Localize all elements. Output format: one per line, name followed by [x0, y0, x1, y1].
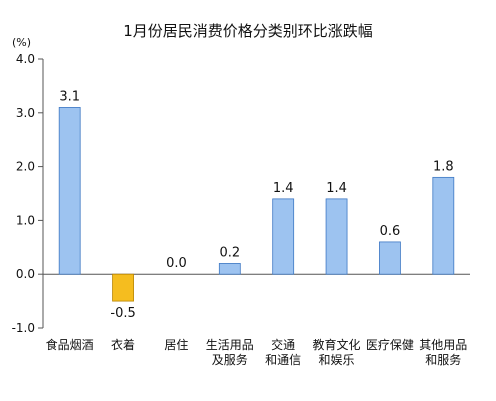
- data-label: 3.1: [59, 89, 80, 104]
- data-label: 0.0: [166, 256, 187, 271]
- chart-title: 1月份居民消费价格分类别环比涨跌幅: [123, 22, 373, 40]
- axes: 4.0 3.0 2.0 1.0 0.0 -1.0: [12, 52, 470, 335]
- bar: [58, 107, 81, 275]
- bar: [379, 241, 401, 275]
- data-label: 0.6: [380, 224, 401, 239]
- data-label: 0.2: [219, 245, 240, 260]
- x-category-label: 交通: [271, 337, 295, 352]
- bar: [325, 198, 348, 275]
- x-category-label: 其他用品: [419, 338, 467, 352]
- bars-group: [58, 107, 455, 302]
- x-category-label: 和通信: [265, 353, 301, 367]
- x-category-label: 衣着: [111, 337, 135, 352]
- x-category-label: 和娱乐: [319, 353, 355, 367]
- data-label: 1.8: [433, 159, 454, 174]
- x-category-label: 教育文化: [313, 337, 361, 352]
- data-label: 1.4: [273, 181, 294, 196]
- y-tick-label: 1.0: [16, 213, 35, 227]
- x-category-label: 医疗保健: [366, 338, 414, 352]
- x-category-label: 和服务: [425, 352, 461, 367]
- x-category-label: 食品烟酒: [46, 337, 94, 352]
- bar: [112, 273, 134, 302]
- data-label: -0.5: [110, 306, 135, 321]
- y-tick-label: 2.0: [16, 160, 35, 174]
- unit-label: (%): [12, 36, 31, 49]
- y-tick-label: -1.0: [12, 321, 35, 335]
- y-tick-label: 0.0: [16, 267, 35, 281]
- y-tick-label: 3.0: [16, 106, 35, 120]
- bar: [432, 176, 455, 275]
- y-tick-label: 4.0: [16, 52, 35, 66]
- x-category-label: 及服务: [212, 352, 248, 367]
- bar: [272, 198, 295, 275]
- x-category-label: 居住: [164, 338, 188, 352]
- bar: [218, 263, 241, 275]
- data-label: 1.4: [326, 181, 347, 196]
- x-category-label: 生活用品: [206, 338, 254, 352]
